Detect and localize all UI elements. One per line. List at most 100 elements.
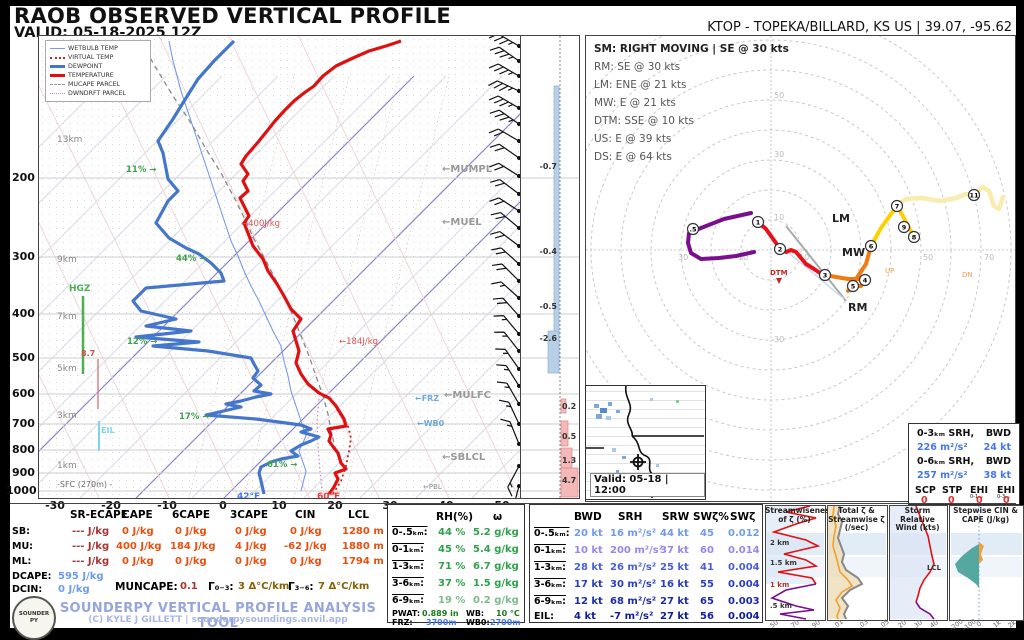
p-tick-600: 600 [12, 387, 35, 400]
sb-lcl: 1280 m [342, 526, 384, 537]
frz-table-label: FRZ: [392, 618, 413, 627]
sb-3cape: 0 J/kg [235, 526, 267, 537]
ds-line: DS: E @ 64 kts [594, 151, 672, 163]
skewt-panel: 11% → 44% → 12% → 17% → 61% → ←400J/kg ←… [38, 35, 522, 499]
sb-cin: 0 J/kg [290, 526, 322, 537]
pbl-label: ←PBL [423, 483, 442, 491]
rm-line: RM: SE @ 30 kts [594, 61, 681, 73]
kin-srw-69: 27 kt [660, 596, 689, 607]
sfc-dewpoint-label: 42°F [237, 492, 260, 498]
t-tick-0: 0 [219, 499, 227, 512]
ml-cape: 0 J/kg [122, 556, 154, 567]
sfc-height-label: -SFC (270m) - [57, 480, 113, 489]
storm-motion-line [785, 225, 847, 302]
page-title: RAOB OBSERVED VERTICAL PROFILE [14, 4, 452, 28]
height-13km: 13km [57, 135, 82, 145]
temperature-legend-line [50, 74, 65, 77]
wetbulb-trace [168, 40, 307, 492]
svg-text:1: 1 [756, 219, 761, 227]
svg-text:3: 3 [823, 272, 828, 280]
rh-row-label-05: 0-.5ₖₘ: [392, 527, 428, 538]
ml-lcl: 1794 m [342, 556, 384, 567]
scp-value: 0 [921, 495, 928, 506]
streamwiseness-panel: 2 km 1.5 km 1 km .5 km [765, 505, 826, 621]
mu-6cape: 184 J/kg [170, 541, 216, 552]
bwd-header: BWD [574, 511, 602, 523]
frz-label: ←FRZ [415, 394, 439, 403]
p-tick-700: 700 [12, 417, 35, 430]
lapse36-label: Γ₃₋₆: [288, 581, 314, 593]
kin-label-05: 0-.5ₖₘ: [534, 528, 570, 539]
ml-6cape: 0 J/kg [175, 556, 207, 567]
p-tick-200: 200 [12, 171, 35, 184]
ehi03-value: 0 [1003, 495, 1010, 506]
ring-label-10l: 10 [738, 253, 748, 262]
sounderpy-logo: SOUNDER PY [12, 596, 56, 640]
rh-label-44: 44% → [176, 254, 206, 264]
col-6cape: 6CAPE [172, 509, 211, 521]
virtualtemp-legend-line [50, 56, 65, 59]
svg-text:8: 8 [912, 234, 917, 242]
dwndrft-parcel-trace [316, 398, 323, 492]
kin-srh-eil: -7 m²/s² [610, 611, 654, 622]
height-9km: 9km [57, 255, 77, 265]
dn-label: DN [962, 271, 973, 279]
t-tick-m20: -20 [101, 499, 121, 512]
mu-lcl: 1880 m [342, 541, 384, 552]
legend-virtual-temp: VIRTUAL TEMP [68, 54, 114, 61]
t-tick-20: 20 [327, 499, 343, 512]
ring-label-30u: 30 [774, 150, 784, 159]
legend-box: WETBULB TEMP VIRTUAL TEMP DEWPOINT TEMPE… [45, 40, 151, 102]
rh-row-label-13: 1-3ₖₘ: [392, 561, 424, 572]
sm-line: SM: RIGHT MOVING | SE @ 30 kts [594, 43, 789, 55]
sb-row-label: SB: [12, 526, 30, 537]
bwd03-value: 24 kt [983, 442, 1011, 453]
svg-text:2: 2 [778, 246, 783, 254]
stepwise-panel [949, 505, 1024, 621]
mucape-parcel-trace [140, 42, 337, 452]
eil-label: EIL [101, 426, 115, 435]
legend-dewpoint: DEWPOINT [68, 63, 103, 70]
svg-text:11: 11 [969, 192, 979, 200]
streamwiseness-title: Streamwiseness of ζ (%) [765, 506, 835, 524]
legend-wetbulb: WETBULB TEMP [68, 45, 118, 52]
srh-bwd-box: 0-3ₖₘ SRH, BWD 226 m²/s² 24 kt 0-6ₖₘ SRH… [908, 423, 1020, 506]
cape-184-label: ←184J/kg [339, 337, 378, 347]
radar-map-inset: Valid: 05-18 | 12:00 [585, 385, 706, 500]
kin-bwd-eil: 4 kt [574, 611, 596, 622]
swzpct-header: SWζ% [693, 511, 729, 523]
swz-header: SWζ [730, 511, 756, 523]
srw-panel: LCL [889, 505, 948, 621]
kin-label-01: 0-1ₖₘ: [534, 545, 566, 556]
omega-val-1: -0.7 [540, 162, 558, 171]
mumpl-label: ←MUMPL [442, 164, 493, 175]
omega-strip: -0.7 -0.4 -0.5 -2.6 0.2 0.5 1.3 4.7 [520, 35, 580, 499]
w-val-36: 1.5 g/kg [473, 578, 519, 589]
rh-val-36: 37 % [438, 578, 466, 589]
p1-2km: 2 km [770, 539, 790, 547]
omega-val-5: 0.2 [562, 402, 576, 411]
muncape-label: MUNCAPE: [115, 581, 178, 593]
legend-temperature: TEMPERATURE [68, 72, 114, 79]
crosshair-icon [630, 454, 646, 470]
map-lines [586, 385, 704, 498]
sb-srecape: --- J/kg [72, 526, 110, 537]
kin-swzp-01: 60 [700, 545, 714, 556]
kin-label-13: 1-3ₖₘ: [534, 562, 566, 573]
bwd06-value: 38 kt [983, 470, 1011, 481]
legend-mucape-parcel: MUCAPE PARCEL [68, 81, 121, 88]
stp-value: 0 [948, 495, 955, 506]
total-zeta-panel [827, 505, 888, 621]
rh-label-12: 12% → [127, 337, 157, 347]
kin-swzp-36: 55 [700, 579, 714, 590]
storm-motion-info: SM: RIGHT MOVING | SE @ 30 kts RM: SE @ … [594, 40, 789, 166]
frz-value: 3700m [426, 618, 457, 627]
hgz-label: HGZ [69, 284, 91, 294]
col-3cape: 3CAPE [230, 509, 269, 521]
streamwiseness-plot [766, 506, 821, 620]
wb-value: 10 °C [496, 609, 520, 618]
ml-srecape: --- J/kg [72, 556, 110, 567]
kin-srw-eil: 27 kt [660, 611, 689, 622]
bwd06-label: BWD [985, 456, 1011, 467]
